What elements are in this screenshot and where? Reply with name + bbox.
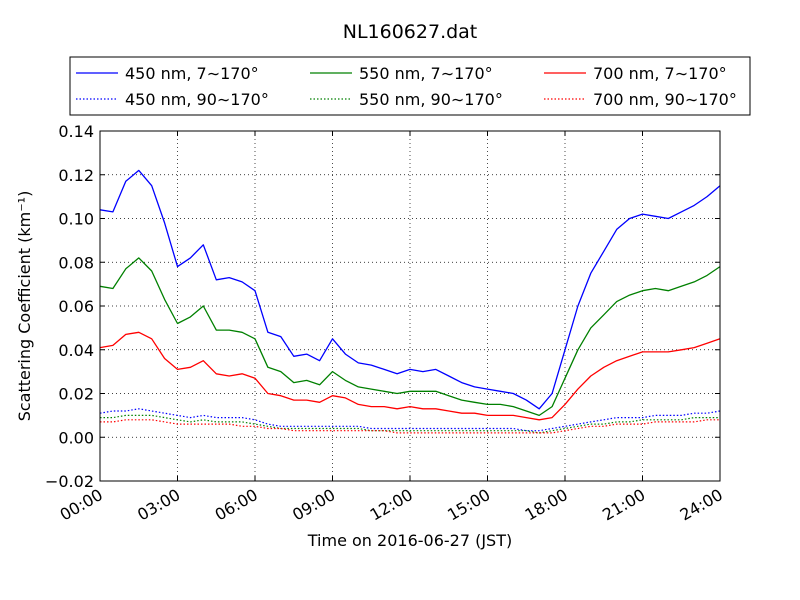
series-line-3 (99, 331, 721, 421)
y-tick-label: 0.00 (58, 428, 94, 447)
series-line-2 (99, 257, 721, 417)
y-tick-label: 0.08 (58, 253, 94, 272)
legend-label: 700 nm, 7∼170° (593, 64, 727, 83)
y-tick-labels: −0.02 0.00 0.02 0.04 0.06 0.08 0.10 0.12 0.14 (45, 122, 94, 491)
series-line-4 (99, 408, 721, 432)
y-tick-label: 0.02 (58, 385, 94, 404)
x-tick-label: 24:00 (677, 485, 726, 525)
y-tick-label: 0.04 (58, 341, 94, 360)
series-line-5 (100, 414, 720, 434)
legend-label: 550 nm, 90∼170° (359, 90, 503, 109)
series-line-1 (99, 169, 721, 410)
legend-label: 700 nm, 90∼170° (593, 90, 737, 109)
series-line-6 (100, 419, 720, 434)
x-tick-labels: 00:00 03:00 06:00 09:00 12:00 15:00 18:00 21:00… (57, 485, 726, 525)
legend: 450 nm, 7∼170° 550 nm, 7∼170° 700 nm, 7∼17… (69, 56, 751, 116)
grid (100, 131, 720, 481)
y-tick-label: −0.02 (45, 472, 94, 491)
y-tick-label: 0.10 (58, 210, 94, 229)
x-tick-label: 09:00 (289, 485, 338, 525)
x-axis-label: Time on 2016-06-27 (JST) (307, 531, 512, 550)
legend-label: 550 nm, 7∼170° (359, 64, 493, 83)
x-tick-label: 12:00 (367, 485, 416, 525)
x-tick-label: 15:00 (444, 485, 493, 525)
legend-box (69, 56, 751, 116)
y-tick-label: 0.06 (58, 297, 94, 316)
y-axis-label: Scattering Coefficient (km⁻¹) (15, 191, 34, 422)
series-layer (99, 169, 721, 434)
y-tick-label: 0.14 (58, 122, 94, 141)
x-tick-label: 03:00 (134, 485, 183, 525)
ticks (99, 130, 721, 482)
y-tick-label: 0.12 (58, 166, 94, 185)
x-tick-label: 18:00 (522, 485, 571, 525)
legend-label: 450 nm, 7∼170° (125, 64, 259, 83)
x-tick-label: 06:00 (212, 485, 261, 525)
chart-title: NL160627.dat (343, 21, 478, 43)
x-tick-label: 21:00 (599, 485, 648, 525)
legend-label: 450 nm, 90∼170° (125, 90, 269, 109)
